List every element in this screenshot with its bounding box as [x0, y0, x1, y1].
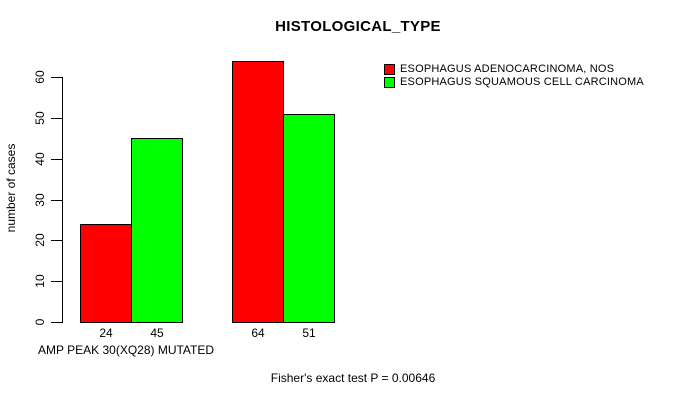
y-tick-mark — [51, 281, 63, 282]
y-tick-mark — [51, 322, 63, 323]
y-tick-label: 30 — [33, 193, 47, 207]
y-tick-mark — [51, 200, 63, 201]
bar-adenocarcinoma-group2 — [232, 61, 284, 323]
bar-squamous-group1 — [131, 138, 183, 323]
y-tick-mark — [51, 77, 63, 78]
y-tick-label: 40 — [33, 152, 47, 166]
bar-value-label: 45 — [150, 326, 164, 340]
y-tick-mark — [51, 118, 63, 119]
y-tick-label: 60 — [33, 70, 47, 84]
legend-label-squamous: ESOPHAGUS SQUAMOUS CELL CARCINOMA — [400, 76, 644, 88]
legend-label-adenocarcinoma: ESOPHAGUS ADENOCARCINOMA, NOS — [400, 63, 615, 75]
bar-squamous-group2 — [283, 114, 335, 323]
legend-swatch-green-icon — [384, 77, 395, 88]
y-tick-mark — [51, 240, 63, 241]
y-tick-label: 50 — [33, 111, 47, 125]
x-axis-label: AMP PEAK 30(XQ28) MUTATED — [38, 343, 215, 357]
legend: ESOPHAGUS ADENOCARCINOMA, NOS ESOPHAGUS … — [384, 63, 644, 89]
fisher-test-footnote: Fisher's exact test P = 0.00646 — [270, 371, 436, 385]
y-tick-label: 20 — [33, 233, 47, 247]
chart-title: HISTOLOGICAL_TYPE — [275, 18, 441, 35]
y-tick-label: 10 — [33, 274, 47, 288]
bar-value-label: 64 — [251, 326, 265, 340]
bar-value-label: 51 — [302, 326, 316, 340]
y-tick-mark — [51, 159, 63, 160]
bar-value-label: 24 — [99, 326, 113, 340]
legend-swatch-red-icon — [384, 64, 395, 75]
legend-item-squamous: ESOPHAGUS SQUAMOUS CELL CARCINOMA — [384, 76, 644, 89]
legend-item-adenocarcinoma: ESOPHAGUS ADENOCARCINOMA, NOS — [384, 63, 644, 76]
bar-adenocarcinoma-group1 — [80, 224, 132, 323]
y-tick-label: 0 — [33, 318, 47, 326]
